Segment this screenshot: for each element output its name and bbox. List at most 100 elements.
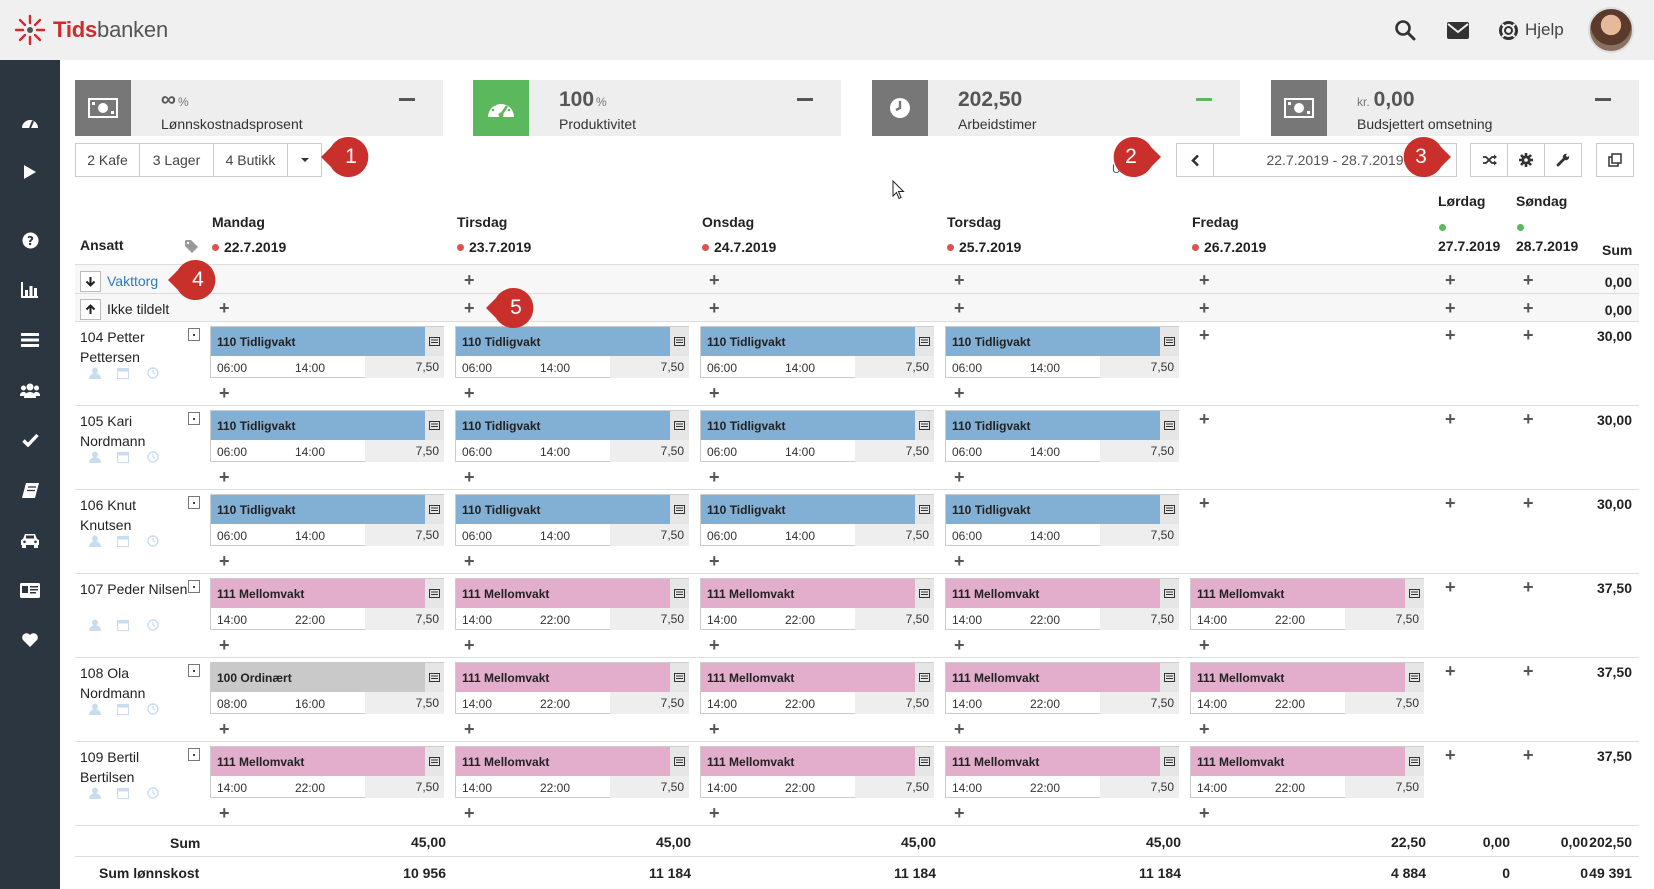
add-shift-button[interactable]: + [464, 719, 475, 739]
note-icon[interactable] [915, 579, 934, 608]
note-icon[interactable] [425, 663, 444, 692]
add-shift-button[interactable]: + [1523, 325, 1534, 345]
clock-icon[interactable] [147, 535, 159, 547]
add-shift-button[interactable]: + [1199, 493, 1210, 513]
employee-menu-button[interactable] [188, 664, 200, 677]
add-shift-button[interactable]: + [1199, 325, 1210, 345]
add-shift-button[interactable]: + [954, 719, 965, 739]
tools-button[interactable] [1544, 143, 1582, 177]
add-shift-button[interactable]: + [954, 551, 965, 571]
clock-icon[interactable] [147, 703, 159, 715]
unassigned-add-button[interactable]: + [954, 298, 965, 318]
add-shift-button[interactable]: + [1445, 661, 1456, 681]
note-icon[interactable] [425, 579, 444, 608]
vakttorg-add-button[interactable]: + [1199, 270, 1210, 290]
note-icon[interactable] [670, 747, 689, 776]
note-icon[interactable] [425, 495, 444, 524]
add-shift-button[interactable]: + [464, 383, 475, 403]
note-icon[interactable] [1160, 495, 1179, 524]
calendar-icon[interactable] [117, 367, 129, 379]
add-shift-button[interactable]: + [954, 803, 965, 823]
note-icon[interactable] [670, 495, 689, 524]
vakttorg-link[interactable]: Vakttorg [107, 273, 159, 289]
user-icon[interactable] [89, 703, 101, 715]
shift-card[interactable]: 100 Ordinært 08:00 16:00 7,50 [210, 662, 444, 714]
shift-card[interactable]: 111 Mellomvakt 14:00 22:00 7,50 [210, 578, 444, 630]
note-icon[interactable] [670, 663, 689, 692]
add-shift-button[interactable]: + [1523, 409, 1534, 429]
add-shift-button[interactable]: + [1445, 493, 1456, 513]
calendar-icon[interactable] [117, 451, 129, 463]
add-shift-button[interactable]: + [1199, 635, 1210, 655]
add-shift-button[interactable]: + [1445, 577, 1456, 597]
add-shift-button[interactable]: + [219, 803, 230, 823]
calendar-icon[interactable] [117, 535, 129, 547]
shift-card[interactable]: 110 Tidligvakt 06:00 14:00 7,50 [700, 326, 934, 378]
logo[interactable]: Tidsbanken [14, 14, 168, 46]
dept-button-lager[interactable]: 3 Lager [139, 143, 214, 177]
add-shift-button[interactable]: + [1523, 745, 1534, 765]
note-icon[interactable] [1160, 663, 1179, 692]
user-icon[interactable] [89, 787, 101, 799]
unassigned-add-button[interactable]: + [1199, 298, 1210, 318]
employee-name[interactable]: 104 Petter Pettersen [80, 329, 145, 365]
vakttorg-add-button[interactable]: + [1523, 270, 1534, 290]
shift-card[interactable]: 111 Mellomvakt 14:00 22:00 7,50 [945, 578, 1179, 630]
employee-name[interactable]: 105 Kari Nordmann [80, 413, 146, 449]
vakttorg-add-button[interactable]: + [709, 270, 720, 290]
note-icon[interactable] [670, 411, 689, 440]
shift-card[interactable]: 110 Tidligvakt 06:00 14:00 7,50 [455, 326, 689, 378]
add-shift-button[interactable]: + [954, 467, 965, 487]
note-icon[interactable] [915, 411, 934, 440]
dashboard-icon[interactable] [18, 110, 42, 134]
note-icon[interactable] [1405, 579, 1424, 608]
note-icon[interactable] [425, 327, 444, 356]
add-shift-button[interactable]: + [1445, 409, 1456, 429]
employee-menu-button[interactable] [188, 412, 200, 425]
clock-icon[interactable] [147, 787, 159, 799]
shift-card[interactable]: 110 Tidligvakt 06:00 14:00 7,50 [210, 326, 444, 378]
clock-icon[interactable] [147, 619, 159, 631]
tag-icon[interactable] [185, 240, 198, 253]
note-icon[interactable] [1160, 747, 1179, 776]
add-shift-button[interactable]: + [1199, 719, 1210, 739]
add-shift-button[interactable]: + [709, 551, 720, 571]
day-date-saturday[interactable]: 27.7.2019 [1438, 238, 1501, 254]
question-icon[interactable]: ? [18, 228, 42, 252]
note-icon[interactable] [915, 327, 934, 356]
users-icon[interactable] [18, 378, 42, 402]
minus-icon[interactable] [797, 98, 813, 101]
add-shift-button[interactable]: + [1523, 577, 1534, 597]
add-shift-button[interactable]: + [954, 383, 965, 403]
day-date-sunday[interactable]: 28.7.2019 [1516, 238, 1579, 254]
add-shift-button[interactable]: + [1523, 661, 1534, 681]
vakttorg-add-button[interactable]: + [1445, 270, 1456, 290]
shift-card[interactable]: 111 Mellomvakt 14:00 22:00 7,50 [945, 662, 1179, 714]
shuffle-button[interactable] [1470, 143, 1508, 177]
shift-card[interactable]: 110 Tidligvakt 06:00 14:00 7,50 [945, 494, 1179, 546]
shift-card[interactable]: 111 Mellomvakt 14:00 22:00 7,50 [1190, 578, 1424, 630]
employee-name[interactable]: 106 Knut Knutsen [80, 497, 137, 533]
settings-button[interactable] [1507, 143, 1545, 177]
calendar-icon[interactable] [117, 787, 129, 799]
note-icon[interactable] [1405, 747, 1424, 776]
note-icon[interactable] [1160, 579, 1179, 608]
calendar-icon[interactable] [117, 703, 129, 715]
shift-card[interactable]: 111 Mellomvakt 14:00 22:00 7,50 [455, 662, 689, 714]
add-shift-button[interactable]: + [219, 719, 230, 739]
dept-button-butikk[interactable]: 4 Butikk [213, 143, 288, 177]
shift-card[interactable]: 110 Tidligvakt 06:00 14:00 7,50 [945, 410, 1179, 462]
shift-card[interactable]: 111 Mellomvakt 14:00 22:00 7,50 [700, 578, 934, 630]
add-shift-button[interactable]: + [464, 803, 475, 823]
user-icon[interactable] [89, 535, 101, 547]
employee-name[interactable]: 107 Peder Nilsen [80, 581, 188, 597]
add-shift-button[interactable]: + [709, 467, 720, 487]
employee-name[interactable]: 109 Bertil Bertilsen [80, 749, 140, 785]
lifebuoy-icon[interactable] [1496, 18, 1520, 42]
shift-card[interactable]: 111 Mellomvakt 14:00 22:00 7,50 [210, 746, 444, 798]
heart-icon[interactable] [18, 628, 42, 652]
note-icon[interactable] [425, 411, 444, 440]
shift-card[interactable]: 111 Mellomvakt 14:00 22:00 7,50 [945, 746, 1179, 798]
minus-icon[interactable] [399, 98, 415, 101]
book-icon[interactable] [18, 478, 42, 502]
